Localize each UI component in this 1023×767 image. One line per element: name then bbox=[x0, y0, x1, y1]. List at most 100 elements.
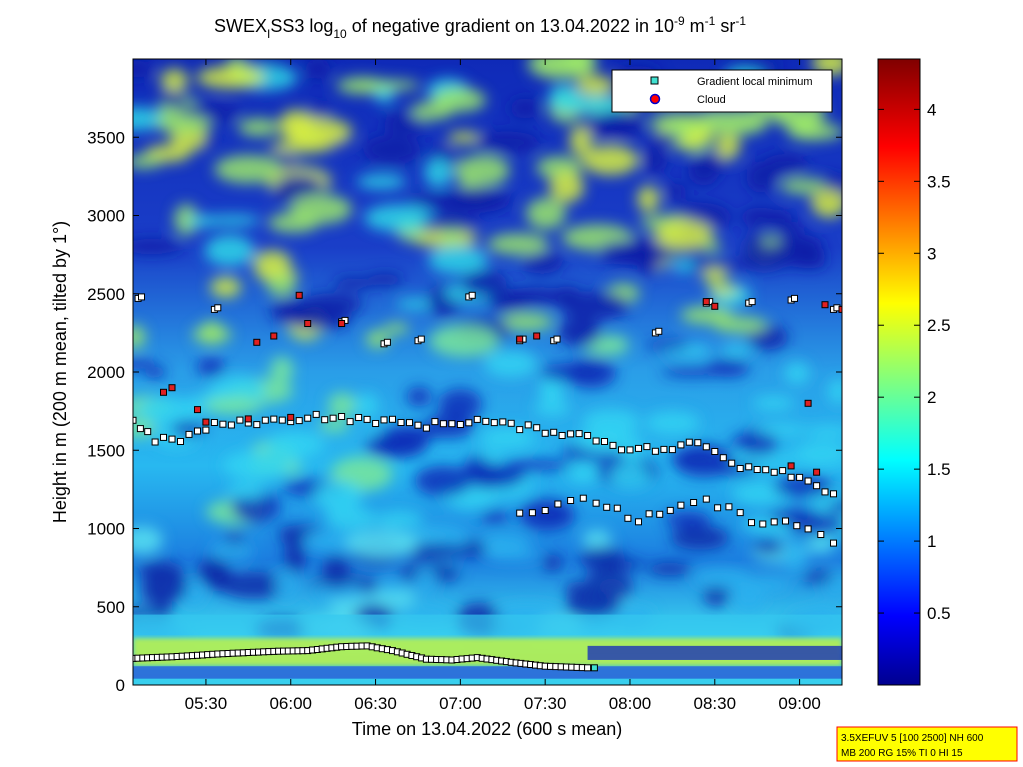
colorbar-tick-label: 2.5 bbox=[927, 316, 951, 335]
minimum-marker bbox=[601, 438, 608, 445]
minimum-marker bbox=[584, 432, 592, 439]
x-tick-label: 08:30 bbox=[694, 694, 737, 713]
minimum-marker bbox=[804, 525, 812, 533]
minimum-marker bbox=[603, 503, 611, 511]
minimum-marker bbox=[793, 522, 801, 530]
colorbar: 0.5 1 1.5 2 2.5 3 3.5 4 bbox=[877, 58, 951, 686]
x-tick-label: 09:00 bbox=[778, 694, 821, 713]
minimum-marker bbox=[338, 413, 346, 420]
minimum-marker bbox=[346, 418, 354, 426]
legend-marker-minimum bbox=[650, 76, 659, 85]
minimum-marker bbox=[685, 438, 693, 446]
minimum-marker bbox=[677, 441, 685, 449]
minimum-marker bbox=[468, 291, 476, 299]
minimum-marker bbox=[651, 447, 659, 455]
minimum-marker bbox=[759, 520, 767, 528]
minimum-marker bbox=[372, 420, 380, 427]
minimum-marker bbox=[779, 467, 787, 475]
cloud-marker bbox=[304, 320, 312, 327]
minimum-marker bbox=[592, 437, 600, 445]
heatmap-texture bbox=[133, 59, 842, 649]
minimum-marker bbox=[278, 416, 286, 424]
minimum-marker bbox=[397, 419, 405, 426]
minimum-marker bbox=[144, 428, 152, 436]
minimum-marker bbox=[214, 304, 222, 312]
minimum-marker bbox=[668, 446, 676, 454]
cloud-marker bbox=[804, 399, 812, 407]
cloud-marker bbox=[787, 462, 795, 470]
y-tick-label: 3000 bbox=[87, 207, 125, 226]
info-line-2: MB 200 RG 15% TI 0 HI 15 bbox=[841, 748, 963, 759]
minimum-marker bbox=[567, 497, 575, 504]
minimum-marker bbox=[261, 416, 269, 424]
minimum-marker bbox=[473, 415, 481, 423]
cloud-marker bbox=[821, 301, 829, 309]
minimum-marker bbox=[406, 419, 413, 427]
cloud-marker bbox=[813, 468, 821, 476]
cloud-marker bbox=[160, 388, 167, 396]
minimum-marker bbox=[136, 425, 144, 433]
minimum-marker bbox=[787, 473, 795, 481]
y-tick-label: 3500 bbox=[87, 128, 125, 147]
colorbar-tick-label: 1.5 bbox=[927, 460, 951, 479]
x-tick-label: 07:30 bbox=[524, 694, 567, 713]
cloud-marker bbox=[244, 415, 252, 423]
minimum-marker bbox=[736, 509, 744, 517]
minimum-marker bbox=[748, 298, 756, 306]
x-axis-label: Time on 13.04.2022 (600 s mean) bbox=[352, 719, 623, 739]
minimum-marker bbox=[643, 443, 651, 451]
minimum-marker bbox=[554, 500, 562, 508]
minimum-marker bbox=[270, 415, 278, 423]
cloud-marker bbox=[711, 302, 719, 310]
minimum-marker bbox=[753, 466, 761, 473]
minimum-marker bbox=[748, 519, 755, 527]
minimum-marker bbox=[762, 466, 770, 474]
minimum-marker bbox=[439, 420, 447, 428]
minimum-marker bbox=[550, 428, 558, 436]
minimum-marker bbox=[253, 421, 261, 429]
x-tick-label: 05:30 bbox=[185, 694, 228, 713]
minimum-marker bbox=[490, 419, 498, 427]
cloud-marker bbox=[168, 384, 176, 392]
minimum-marker bbox=[711, 448, 719, 455]
y-axis-label: Height in m (200 m mean, tilted by 1°) bbox=[50, 221, 70, 523]
minimum-marker bbox=[185, 430, 193, 438]
x-tick-label: 07:00 bbox=[439, 694, 482, 713]
y-tick-label: 500 bbox=[97, 598, 125, 617]
x-axis: 05:30 06:00 06:30 07:00 07:30 08:00 08:30 09:00 bbox=[185, 59, 821, 713]
minimum-marker bbox=[660, 445, 668, 453]
minimum-marker bbox=[624, 514, 632, 522]
cloud-marker bbox=[194, 406, 201, 414]
minimum-marker bbox=[219, 420, 227, 428]
minimum-marker bbox=[422, 424, 430, 432]
colorbar-tick-label: 4 bbox=[927, 100, 936, 119]
y-tick-label: 2500 bbox=[87, 285, 125, 304]
minimum-marker bbox=[321, 416, 329, 424]
minimum-marker bbox=[655, 327, 663, 335]
minimum-marker bbox=[448, 420, 456, 428]
colorbar-tick-label: 0.5 bbox=[927, 604, 951, 623]
minimum-marker bbox=[656, 510, 664, 518]
info-line-1: 3.5XEFUV 5 [100 2500] NH 600 bbox=[841, 733, 984, 744]
minimum-marker bbox=[613, 504, 621, 512]
minimum-marker bbox=[736, 465, 744, 472]
minimum-marker bbox=[590, 664, 598, 672]
minimum-marker bbox=[541, 429, 549, 437]
minimum-marker bbox=[133, 416, 137, 424]
colorbar-tick-label: 3.5 bbox=[927, 172, 951, 191]
heatmap-area bbox=[133, 59, 842, 685]
cloud-marker bbox=[516, 335, 524, 343]
y-axis: 0 500 1000 1500 2000 2500 3000 3500 bbox=[87, 128, 842, 695]
minimum-marker bbox=[745, 463, 753, 471]
minimum-marker bbox=[635, 444, 642, 452]
minimum-marker bbox=[690, 499, 698, 506]
colorbar-tick-label: 2 bbox=[927, 388, 936, 407]
y-tick-label: 2000 bbox=[87, 363, 125, 382]
minimum-marker bbox=[618, 446, 625, 454]
minimum-marker bbox=[329, 414, 337, 422]
minimum-marker bbox=[499, 418, 507, 426]
minimum-marker bbox=[202, 426, 210, 434]
x-tick-label: 06:30 bbox=[354, 694, 397, 713]
minimum-marker bbox=[482, 417, 490, 425]
